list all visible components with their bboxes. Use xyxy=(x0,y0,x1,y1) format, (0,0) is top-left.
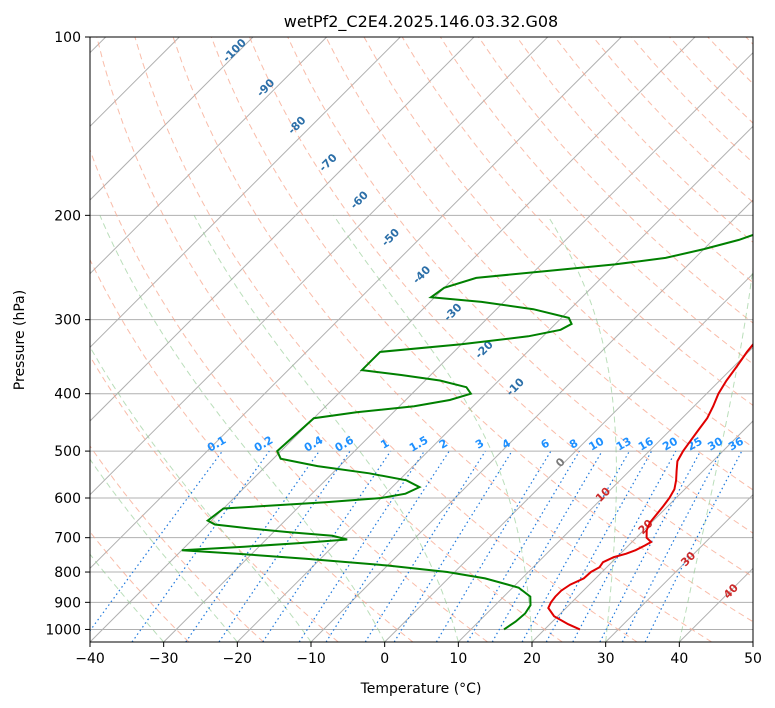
isotherm-line xyxy=(384,272,753,642)
x-tick-label: 50 xyxy=(744,651,762,667)
y-axis: 100 200 300 400 500 600 700 800 900 1000 xyxy=(45,30,90,638)
dry-adiabat xyxy=(249,37,753,578)
moist-adiabat xyxy=(333,215,533,642)
x-axis-label: Temperature (°C) xyxy=(360,681,482,697)
mixing-ratio-line xyxy=(262,450,392,642)
isotherm-line xyxy=(310,199,753,642)
mixing-ratio-line xyxy=(572,450,677,642)
dry-adiabat xyxy=(172,37,712,642)
y-tick-label: 400 xyxy=(54,387,81,403)
temperature-line xyxy=(547,342,753,631)
y-tick-label: 600 xyxy=(54,491,81,507)
x-tick-label: −20 xyxy=(223,651,253,667)
isotherm-line xyxy=(457,346,753,642)
isotherm-line xyxy=(90,37,254,201)
isotherm-line xyxy=(90,37,328,275)
x-tick-label: 30 xyxy=(597,651,615,667)
moist-adiabat xyxy=(193,215,459,642)
isotherm-line xyxy=(531,420,753,642)
mixing-ratio-line xyxy=(393,450,513,642)
moist-adiabat xyxy=(99,215,386,642)
isotherm-line xyxy=(90,37,475,422)
moist-adiabat xyxy=(90,458,238,642)
x-tick-label: −30 xyxy=(149,651,179,667)
chart-title: wetPf2_C2E4.2025.146.03.32.G08 xyxy=(284,12,558,32)
dry-adiabat xyxy=(90,445,264,642)
dry-adiabat xyxy=(210,37,753,623)
isotherm-line xyxy=(90,37,549,496)
y-tick-label: 500 xyxy=(54,444,81,460)
y-tick-label: 200 xyxy=(54,208,81,224)
isotherm-line xyxy=(752,641,753,642)
sounding-profiles xyxy=(181,233,753,631)
dry-adiabat xyxy=(287,37,753,534)
dry-adiabat xyxy=(325,37,753,491)
isotherm-line xyxy=(90,37,622,570)
dry-adiabat xyxy=(516,37,753,284)
x-tick-label: −40 xyxy=(75,651,105,667)
dry-adiabat xyxy=(134,37,638,642)
mixing-ratio-line xyxy=(325,450,450,642)
dry-adiabat xyxy=(96,37,563,642)
isotherm-line xyxy=(163,51,753,642)
mixing-ratio-line xyxy=(185,450,320,642)
mixing-ratio-line xyxy=(364,450,486,642)
plot-background xyxy=(90,37,753,642)
background-lines xyxy=(90,37,753,642)
y-tick-label: 100 xyxy=(54,30,81,46)
x-tick-label: 40 xyxy=(670,651,688,667)
mixing-ratio-line xyxy=(466,450,580,642)
mixing-ratio-line xyxy=(218,450,351,642)
y-tick-label: 800 xyxy=(54,565,81,581)
isotherm-line xyxy=(605,493,753,642)
x-tick-label: −10 xyxy=(296,651,326,667)
x-axis: −40 −30 −20 −10 0 10 20 30 40 50 xyxy=(75,642,762,667)
x-tick-label: 20 xyxy=(523,651,541,667)
y-tick-label: 700 xyxy=(54,531,81,547)
moist-adiabat xyxy=(547,215,617,642)
plot-frame xyxy=(89,36,754,643)
y-tick-label: 900 xyxy=(54,595,81,611)
isotherm-line xyxy=(90,37,696,642)
mixing-ratio-line xyxy=(298,450,425,642)
mixing-ratio-line xyxy=(599,450,702,642)
y-tick-label: 1000 xyxy=(45,622,81,638)
moist-adiabat xyxy=(90,346,312,642)
dry-adiabat xyxy=(90,258,414,642)
y-tick-label: 300 xyxy=(54,313,81,329)
humidity-line xyxy=(181,233,753,631)
moist-adiabat xyxy=(678,264,753,642)
y-axis-label: Pressure (hPa) xyxy=(12,290,28,390)
x-tick-label: 0 xyxy=(380,651,389,667)
mixing-ratio-line xyxy=(435,450,552,642)
x-tick-label: 10 xyxy=(449,651,467,667)
